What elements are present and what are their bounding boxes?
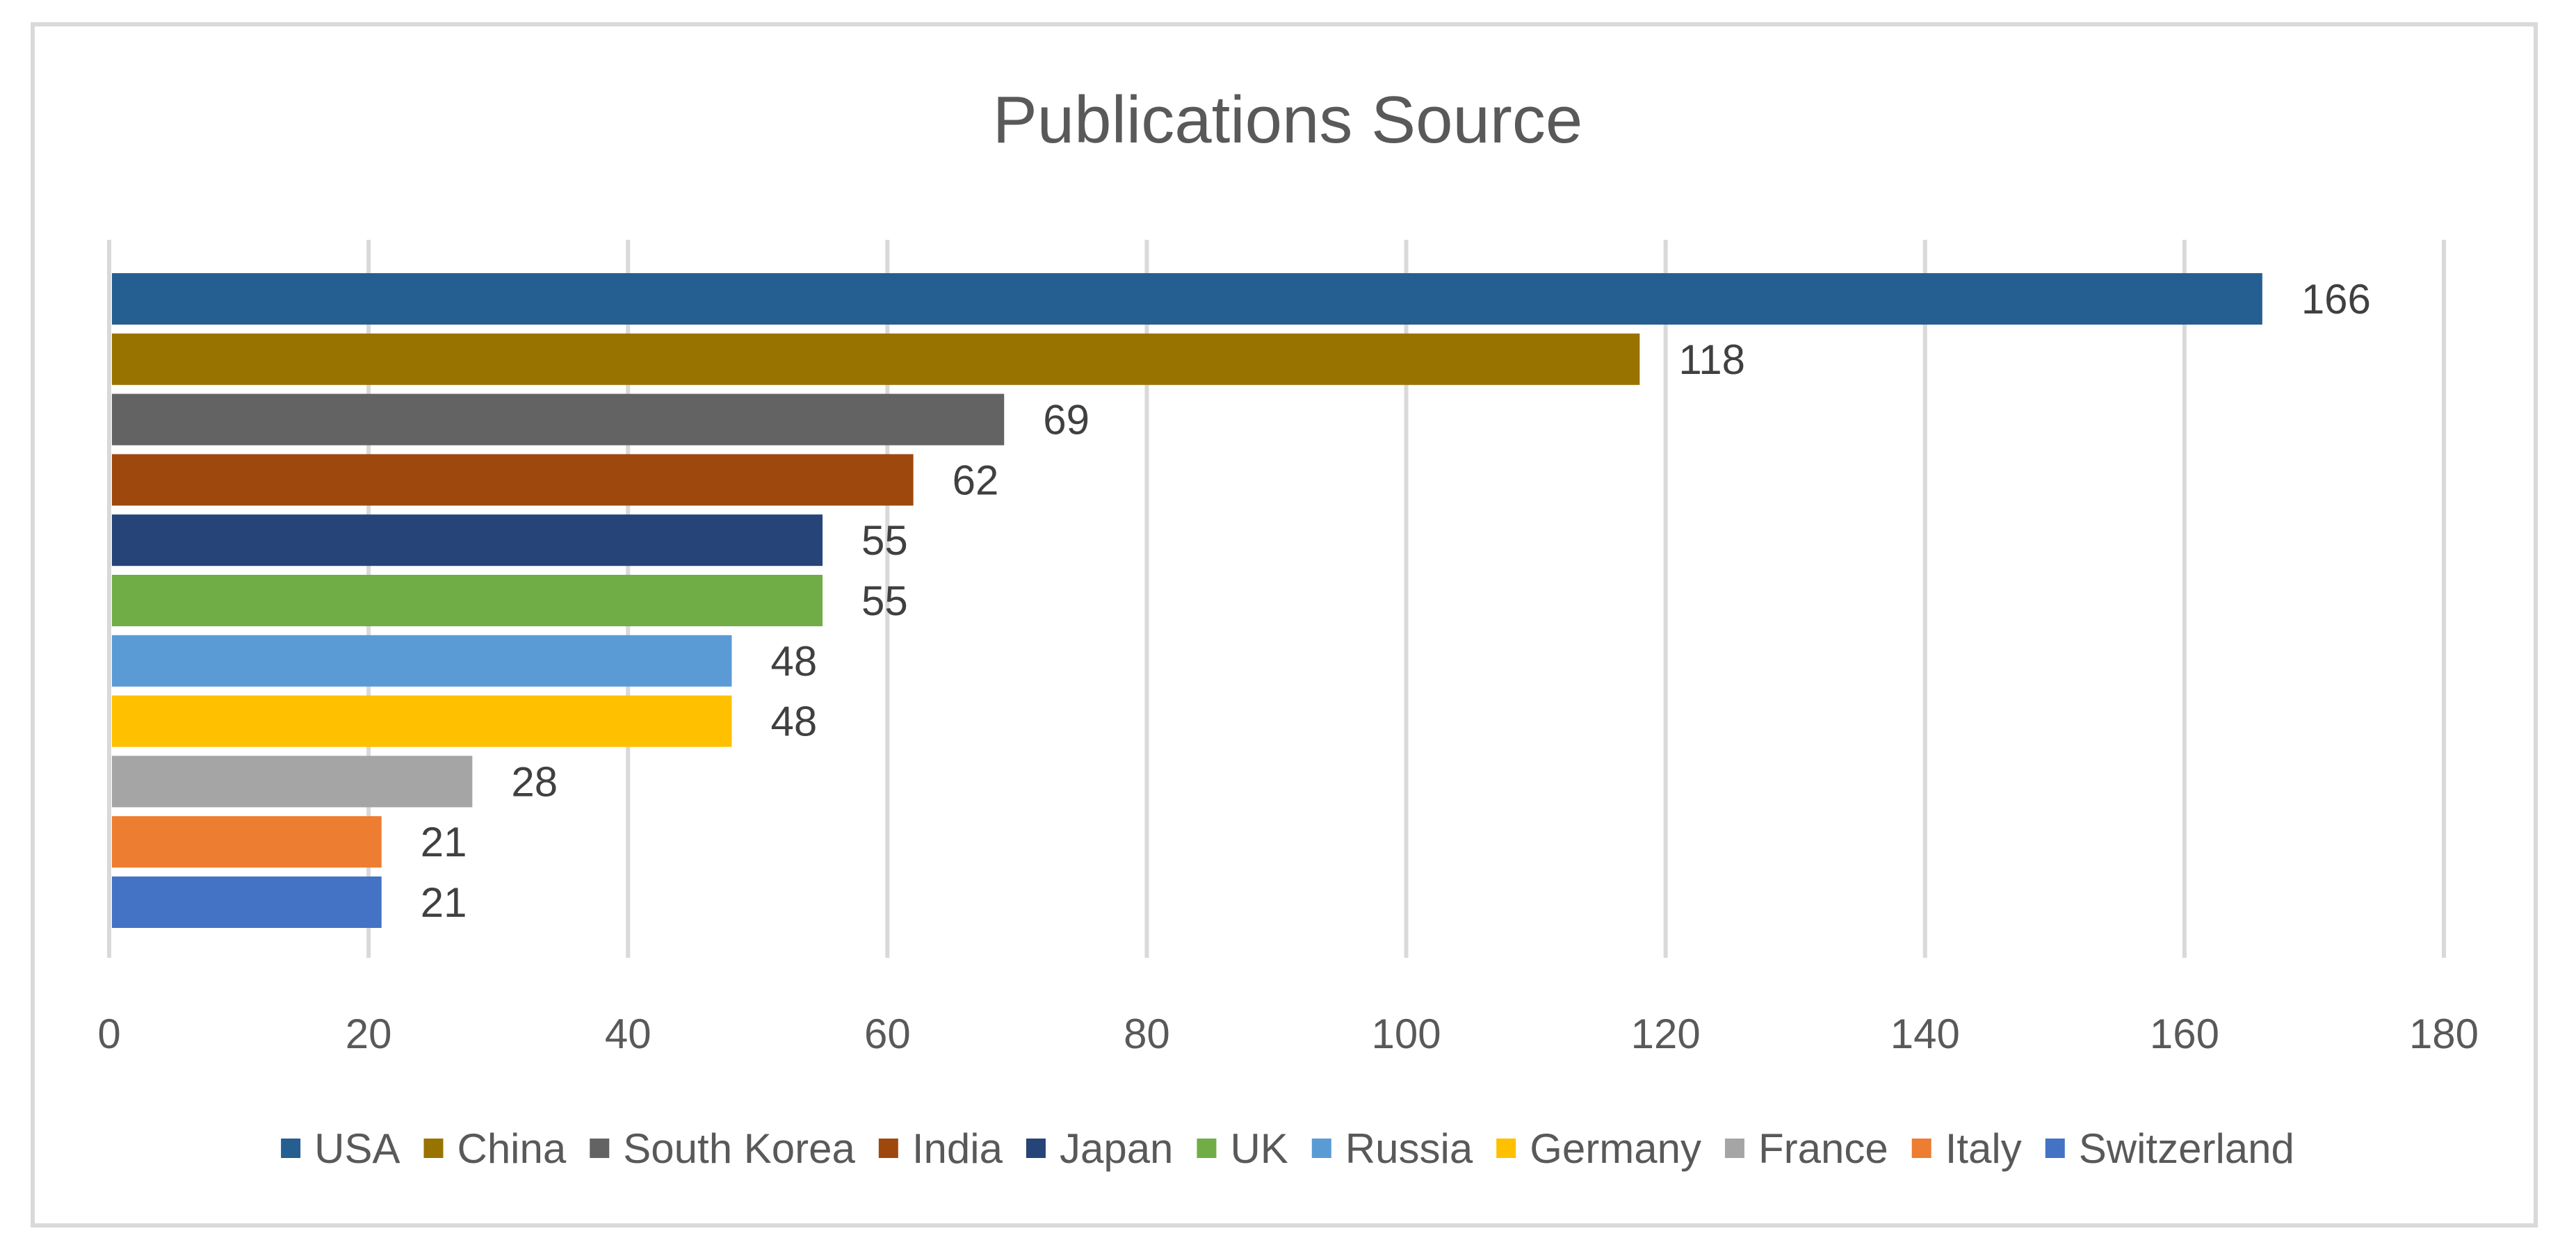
chart-title: Publications Source [993,83,1582,157]
legend-label-italy: Italy [1945,1125,2022,1172]
legend-label-china: China [457,1125,566,1172]
legend-label-germany: Germany [1530,1125,1701,1172]
data-label-italy: 21 [421,819,467,865]
data-label-china: 118 [1678,336,1745,383]
x-tick-label-80: 80 [1124,1011,1170,1057]
bar-uk [112,575,823,626]
x-tick-label-180: 180 [2409,1011,2479,1057]
legend-label-france: France [1758,1125,1888,1172]
bar-switzerland [112,876,382,928]
x-tick-label-0: 0 [97,1011,120,1057]
x-tick-label-160: 160 [2150,1011,2219,1057]
legend-label-russia: Russia [1345,1125,1473,1172]
legend-label-uk: UK [1230,1125,1288,1172]
bar-japan [112,514,823,566]
x-tick-label-40: 40 [605,1011,651,1057]
x-tick-label-60: 60 [864,1011,911,1057]
data-label-france: 28 [511,758,558,805]
data-label-india: 62 [953,457,999,503]
bars [112,273,2262,928]
data-label-usa: 166 [2301,276,2371,323]
legend-label-japan: Japan [1060,1125,1173,1172]
legend-label-switzerland: Switzerland [2079,1125,2294,1172]
x-axis-ticks: 0 20 40 60 80 100 120 140 160 180 [97,1011,2479,1057]
legend-label-south-korea: South Korea [623,1125,855,1172]
legend-swatch-russia [1311,1139,1331,1158]
bar-russia [112,635,732,687]
legend-swatch-switzerland [2045,1139,2065,1158]
legend-swatch-china [423,1139,444,1158]
data-labels: 166 118 69 62 55 55 48 48 28 21 21 [421,276,2371,926]
bar-italy [112,816,382,868]
data-label-switzerland: 21 [421,879,467,926]
bar-china [112,333,1640,385]
legend-label-usa: USA [314,1125,400,1172]
legend-swatch-germany [1496,1139,1516,1158]
data-label-japan: 55 [861,517,908,564]
x-tick-label-120: 120 [1631,1011,1701,1057]
legend-swatch-india [878,1139,898,1158]
legend: USA China South Korea India Japan UK Russia Ger… [281,1125,2294,1172]
x-tick-label-140: 140 [1890,1011,1960,1057]
legend-label-india: India [912,1125,1003,1172]
data-label-germany: 48 [770,699,817,745]
legend-swatch-italy [1911,1139,1931,1158]
legend-swatch-france [1724,1139,1744,1158]
data-label-russia: 48 [770,638,817,685]
legend-swatch-south-korea [590,1139,610,1158]
data-label-uk: 55 [861,578,908,624]
x-tick-label-100: 100 [1372,1011,1441,1057]
data-label-south-korea: 69 [1043,397,1089,443]
bar-usa [112,273,2262,325]
bar-india [112,454,914,506]
bar-germany [112,695,732,747]
legend-swatch-usa [281,1139,301,1158]
bar-south-korea [112,393,1005,446]
legend-swatch-japan [1026,1139,1046,1158]
x-tick-label-20: 20 [346,1011,392,1057]
legend-swatch-uk [1197,1139,1217,1158]
bar-france [112,756,473,808]
